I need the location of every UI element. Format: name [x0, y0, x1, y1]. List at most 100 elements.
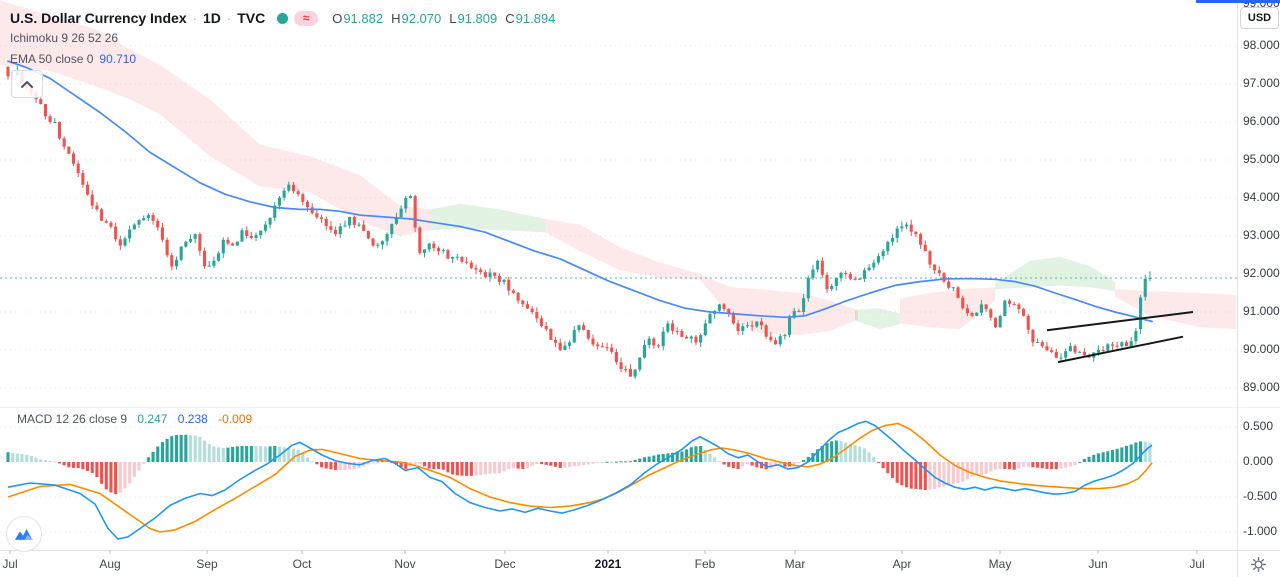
macd-hist-bar: [511, 462, 515, 469]
macd-hist-bar: [685, 449, 689, 462]
delayed-data-icon[interactable]: ≈: [294, 10, 319, 26]
candle: [1003, 299, 1007, 317]
macd-hist-bar: [142, 462, 146, 464]
mountain-chart-icon: [14, 529, 34, 540]
month-label: Aug: [99, 557, 121, 571]
candle: [287, 181, 291, 193]
macd-hist-bar: [722, 462, 726, 465]
ichimoku-cloud-bull: [995, 256, 1115, 292]
macd-hist-bar: [245, 445, 249, 462]
macd-hist-bar: [1007, 462, 1012, 470]
macd-hist-bar: [993, 462, 998, 470]
exchange-label[interactable]: TVC: [237, 10, 266, 26]
macd-hist-bar: [90, 462, 94, 473]
macd-hist-bar: [43, 460, 47, 462]
macd-hist-bar: [806, 456, 810, 462]
month-label: May: [988, 557, 1012, 571]
macd-hist-bar: [525, 462, 530, 468]
macd-hist-bar: [914, 462, 918, 489]
candle: [366, 230, 370, 240]
candle: [408, 194, 413, 199]
macd-hist-bar: [422, 462, 427, 467]
macd-hist-bar: [231, 446, 235, 462]
macd-hist-bar: [1129, 444, 1133, 462]
candle: [291, 181, 296, 194]
currency-unit-button[interactable]: USD: [1240, 7, 1279, 29]
candle: [633, 369, 637, 380]
candle: [535, 307, 539, 323]
macd-hist-bar: [844, 442, 848, 462]
candle: [282, 187, 286, 201]
candle: [451, 256, 455, 264]
ichimoku-cloud-bear: [0, 0, 430, 237]
gear-icon[interactable]: [1248, 554, 1268, 574]
price-tick-label: 98.000: [1243, 38, 1280, 52]
price-axis-scale[interactable]: 98.000 97.000 96.000 95.000 94.000 93.000 92.0…: [1238, 0, 1280, 550]
macd-hist-bar: [582, 462, 586, 466]
macd-hist-bar: [956, 462, 960, 483]
open-value: 91.882: [343, 10, 384, 26]
macd-hist-bar: [301, 452, 305, 462]
ichimoku-indicator-label[interactable]: Ichimoku 9 26 52 26: [10, 31, 119, 45]
candle: [586, 329, 590, 341]
pane-collapse-button[interactable]: [11, 70, 43, 98]
macd-hist-bar: [909, 462, 913, 489]
macd-tick-label: -0.500: [1243, 489, 1278, 503]
candle: [437, 246, 441, 256]
macd-hist-bar: [497, 462, 501, 474]
macd-hist-bar: [1045, 462, 1049, 469]
month-label: 2021: [594, 557, 622, 571]
candle: [1078, 350, 1082, 354]
macd-hist-bar: [1068, 462, 1072, 467]
trendline-lower[interactable]: [1057, 335, 1184, 364]
candle: [483, 270, 487, 279]
macd-hist-bar: [460, 462, 464, 476]
candle: [320, 214, 324, 223]
time-axis-scale[interactable]: Jul Aug Sep Oct Nov Dec 2021 Feb Mar Apr May Jun Jul: [0, 551, 1280, 577]
macd-hist-bar: [961, 462, 965, 482]
candle: [563, 341, 567, 351]
candle: [965, 304, 969, 317]
candle: [380, 240, 384, 250]
candle: [479, 267, 483, 275]
ema-value: 90.710: [99, 52, 137, 66]
candle: [394, 212, 398, 225]
macd-hist-bar: [816, 449, 820, 462]
candle: [867, 264, 871, 272]
candles-series[interactable]: [6, 65, 1152, 380]
trendline-upper[interactable]: [1046, 311, 1194, 332]
market-status-icon[interactable]: [277, 12, 289, 24]
candle: [666, 320, 670, 334]
candle: [170, 252, 174, 271]
candle: [156, 218, 160, 231]
macd-indicator-label[interactable]: MACD 12 26 close 9 0.247 0.238 -0.009: [10, 412, 252, 426]
ohlc-values: O 91.882 H 92.070 L 91.809 C 91.894: [332, 11, 555, 26]
candle: [231, 242, 235, 246]
tradingview-logo[interactable]: [6, 516, 42, 552]
macd-pane[interactable]: [0, 420, 1237, 540]
macd-hist-bar: [1106, 451, 1110, 462]
macd-hist-bar: [1139, 441, 1143, 462]
candle: [179, 246, 183, 262]
macd-hist-bar: [586, 462, 590, 465]
macd-hist-bar: [905, 462, 909, 488]
candle: [57, 121, 62, 141]
ichimoku-cloud-bear: [900, 287, 995, 330]
candle: [422, 249, 427, 258]
price-pane[interactable]: [0, 0, 1237, 389]
macd-hist-bar: [156, 446, 160, 462]
candle: [137, 219, 141, 228]
candle: [146, 213, 150, 222]
macd-hist-bar: [291, 448, 296, 462]
interval-label[interactable]: 1D: [202, 10, 221, 26]
candle: [240, 228, 244, 242]
ema-indicator-label[interactable]: EMA 50 close 0 90.710: [10, 52, 136, 66]
macd-hist-bar: [366, 462, 370, 465]
macd-hist-bar: [1064, 462, 1068, 468]
candle: [362, 220, 366, 232]
macd-hist-bar: [1082, 458, 1086, 462]
macd-hist-bar: [320, 462, 324, 468]
symbol-title[interactable]: U.S. Dollar Currency Index: [10, 10, 187, 26]
macd-hist-bar: [34, 457, 38, 462]
